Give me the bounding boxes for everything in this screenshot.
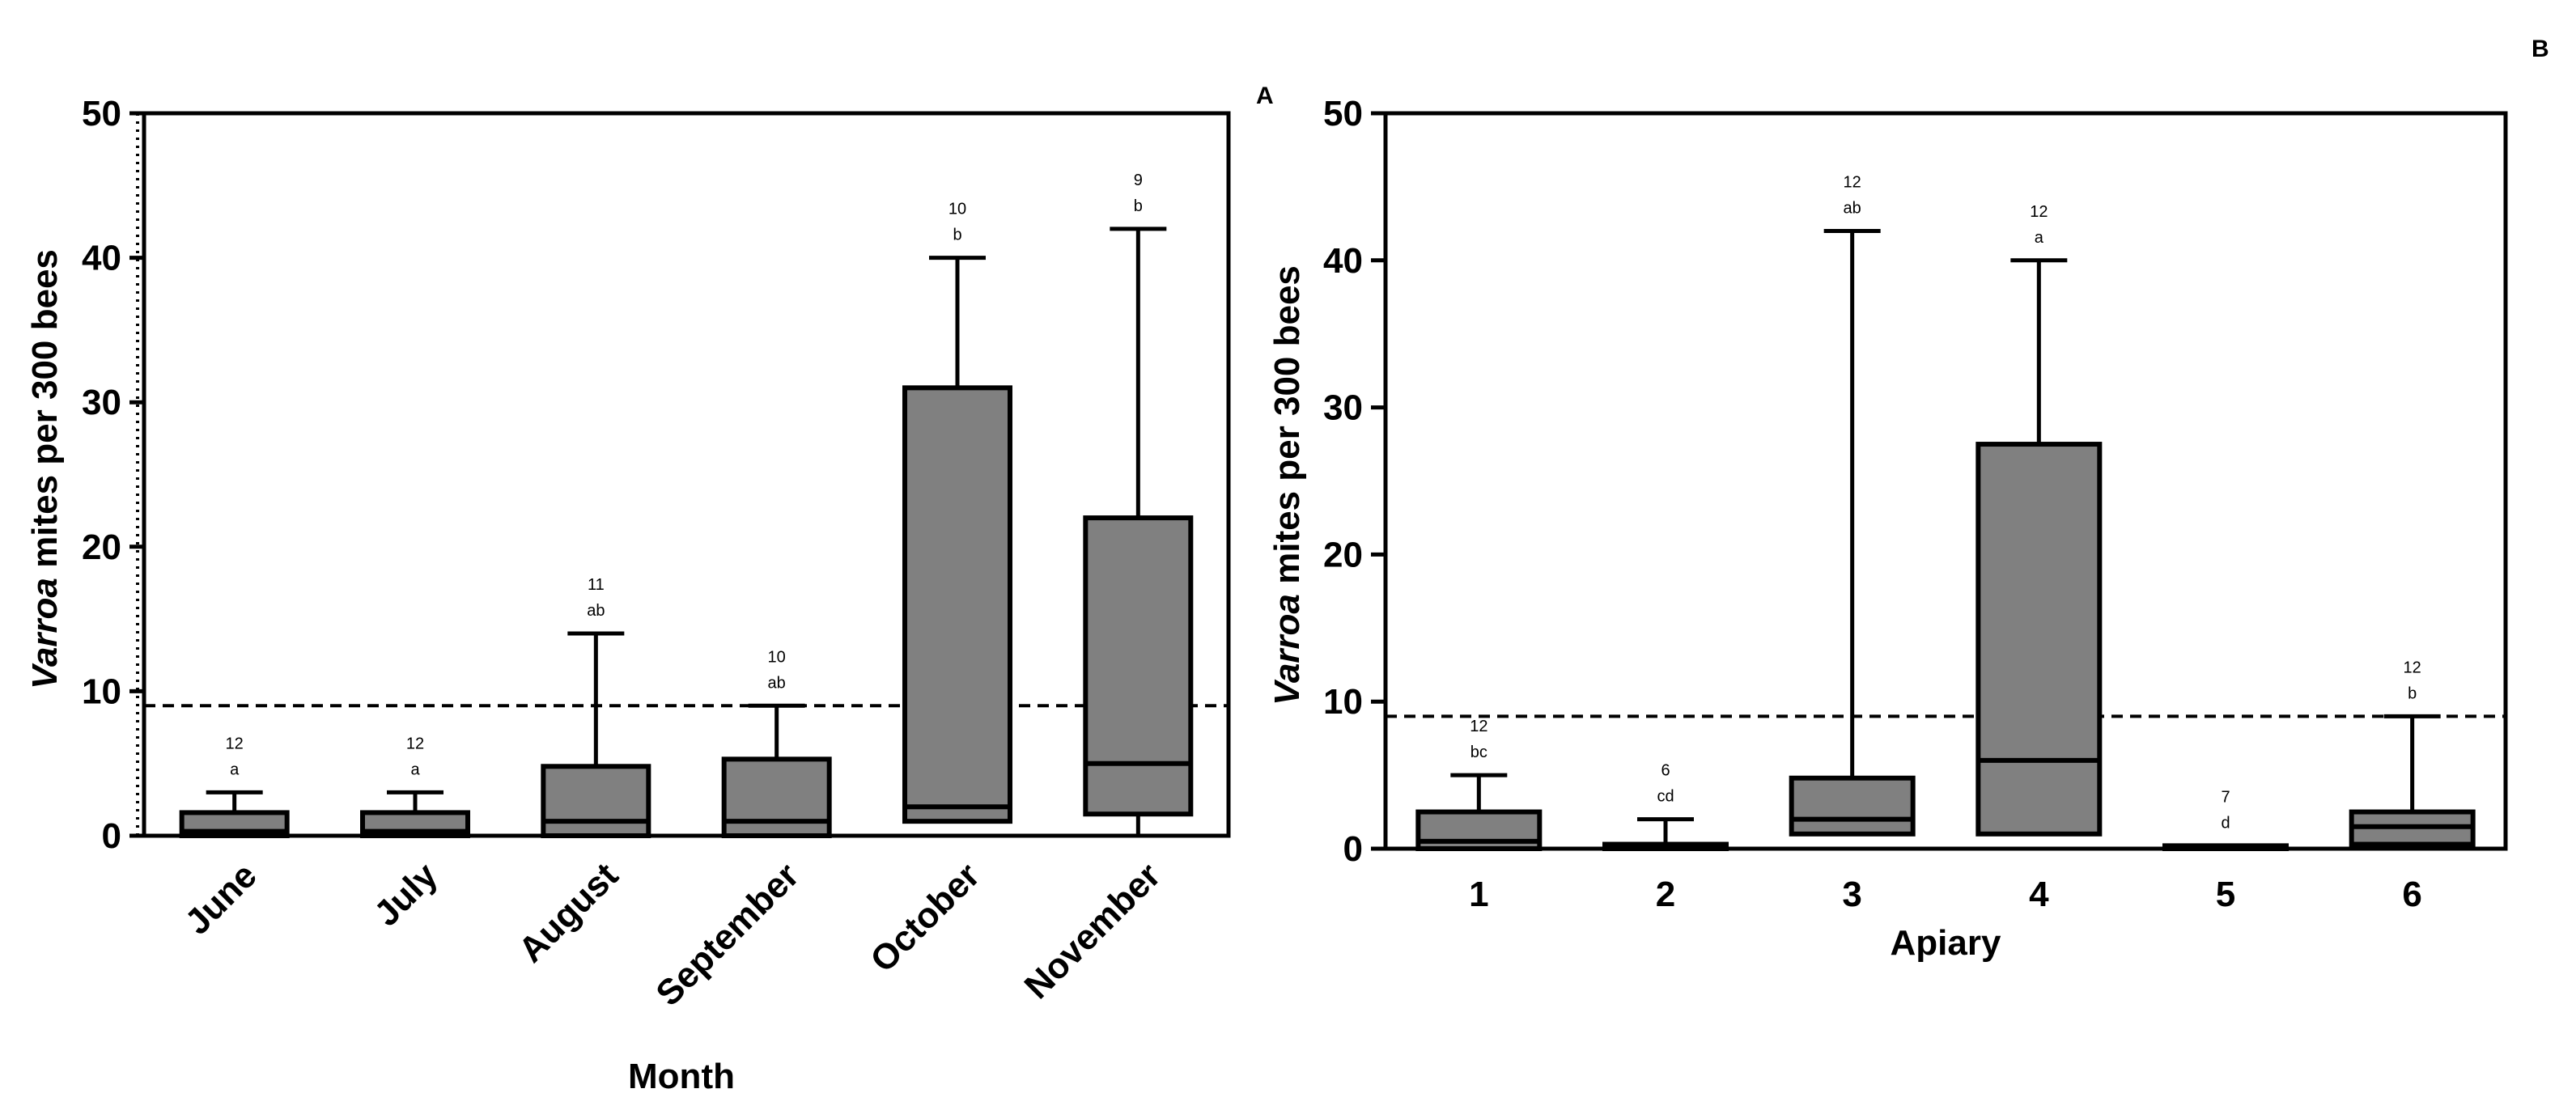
panel-a-significance-letter-2: ab — [587, 602, 605, 620]
panel-a-x-tick-label-1: July — [367, 855, 445, 934]
panel-b-y-axis-title: Varroa mites per 300 bees — [1267, 265, 1307, 705]
panel-b-x-tick-label-5: 6 — [2402, 875, 2421, 914]
panel-b-sample-size-5: 12 — [2404, 659, 2421, 676]
panel-a-y-tick-label-1: 10 — [82, 672, 121, 711]
panel-a-x-tick-label-2: August — [511, 855, 626, 970]
panel-b: B Varroa mites per 300 bees Apiary 0 10 20… — [1267, 36, 2549, 963]
panel-b-significance-letter-2: ab — [1844, 199, 1861, 217]
panel-a-box-5 — [1083, 515, 1194, 817]
panel-a-sample-size-2: 11 — [588, 576, 605, 594]
panel-b-box-3 — [1975, 442, 2103, 837]
panel-a-y-tick-label-3: 30 — [82, 383, 121, 422]
panel-a-significance-letter-4: b — [953, 227, 961, 244]
panel-a-box-2 — [541, 764, 651, 838]
panel-b-sample-size-0: 12 — [1470, 718, 1487, 735]
panel-b-x-tick-label-0: 1 — [1469, 875, 1488, 914]
panel-a-sample-size-1: 12 — [406, 735, 424, 752]
panel-a-marks: 0 10 20 30 40 50 12 a June 12 a July 11 ab August 10 ab S… — [82, 94, 1231, 1014]
panel-b-letter: B — [2531, 36, 2549, 62]
panel-b-sample-size-3: 12 — [2030, 203, 2048, 221]
panel-b-box-2 — [1789, 775, 1916, 837]
panel-b-sample-size-4: 7 — [2221, 788, 2230, 806]
panel-a-sample-size-3: 10 — [768, 648, 786, 666]
panel-b-x-tick-label-3: 4 — [2029, 875, 2049, 914]
panel-b-plot-frame — [1383, 111, 2508, 851]
panel-b-significance-letter-0: bc — [1470, 744, 1487, 761]
panel-b-y-axis-title-italic: Varroa — [1267, 594, 1307, 705]
panel-b-y-tick-label-0: 0 — [1343, 829, 1363, 869]
panel-a-x-tick-label-3: September — [648, 855, 806, 1013]
panel-b-significance-letter-1: cd — [1657, 788, 1674, 806]
panel-a: A Varroa mites per 300 bees Month 0 10 20 3… — [25, 83, 1274, 1096]
panel-a-sample-size-4: 10 — [948, 201, 966, 218]
panel-a-y-axis-title-rest: mites per 300 bees — [25, 249, 65, 578]
panel-a-y-tick-label-4: 40 — [82, 239, 121, 278]
panel-a-y-axis-title-italic: Varroa — [25, 578, 65, 689]
panel-b-y-tick-label-1: 10 — [1323, 682, 1363, 722]
panel-b-y-tick-label-3: 30 — [1323, 388, 1363, 428]
panel-a-x-axis-title: Month — [628, 1057, 735, 1096]
panel-a-significance-letter-3: ab — [768, 674, 786, 692]
panel-b-y-tick-label-4: 40 — [1323, 241, 1363, 281]
panel-b-x-axis-title: Apiary — [1891, 923, 2001, 963]
panel-b-significance-letter-5: b — [2408, 684, 2417, 702]
panel-b-y-axis-title-rest: mites per 300 bees — [1267, 265, 1307, 594]
panel-a-y-tick-label-5: 50 — [82, 94, 121, 133]
panel-b-significance-letter-4: d — [2221, 814, 2230, 832]
panel-a-box-3 — [721, 756, 832, 838]
panel-a-box-4 — [902, 385, 1012, 824]
panel-b-sample-size-1: 6 — [1661, 762, 1670, 780]
panel-a-x-tick-label-5: November — [1017, 855, 1169, 1006]
panel-a-x-tick-label-4: October — [863, 855, 987, 980]
panel-b-y-tick-label-2: 20 — [1323, 535, 1363, 574]
panel-a-y-tick-label-2: 20 — [82, 527, 121, 567]
panel-a-plot-frame — [142, 111, 1231, 838]
panel-a-sample-size-5: 9 — [1134, 172, 1143, 189]
panel-b-significance-letter-3: a — [2035, 229, 2044, 247]
panel-b-sample-size-2: 12 — [1844, 173, 1861, 191]
panel-a-x-tick-label-0: June — [177, 855, 264, 942]
panel-a-y-axis-title: Varroa mites per 300 bees — [25, 249, 65, 689]
panel-a-significance-letter-1: a — [410, 760, 420, 778]
panel-a-significance-letter-5: b — [1134, 197, 1143, 215]
panel-b-x-tick-label-1: 2 — [1656, 875, 1675, 914]
panel-a-sample-size-0: 12 — [226, 735, 244, 752]
panel-b-marks: 0 10 20 30 40 50 12 bc 1 6 cd 2 12 ab 3 12 a 4 7 d 5 12 b 6 — [1323, 94, 2508, 914]
panel-a-letter: A — [1256, 83, 1274, 109]
panel-b-x-tick-label-4: 5 — [2216, 875, 2235, 914]
panel-a-y-tick-label-0: 0 — [102, 816, 121, 856]
panel-b-x-tick-label-2: 3 — [1842, 875, 1861, 914]
panel-a-significance-letter-0: a — [230, 760, 240, 778]
panel-b-y-tick-label-5: 50 — [1323, 94, 1363, 133]
